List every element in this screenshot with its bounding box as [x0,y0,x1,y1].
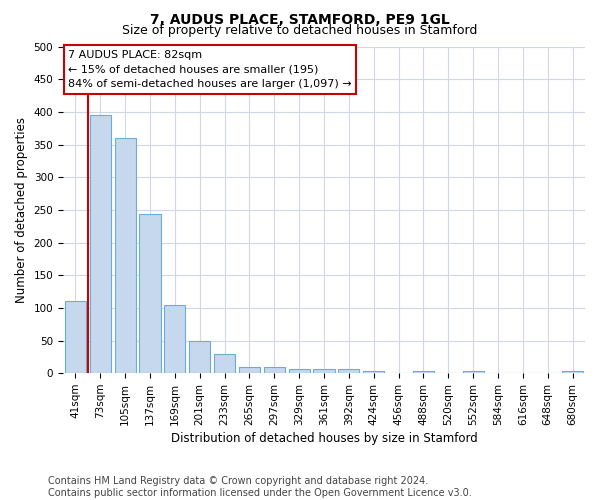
Bar [90,115,111,373]
Bar [289,370,310,373]
Bar [214,354,235,373]
Bar [115,138,136,373]
Bar [189,340,210,373]
Text: Size of property relative to detached houses in Stamford: Size of property relative to detached ho… [122,24,478,37]
Bar [264,366,285,373]
Text: 7, AUDUS PLACE, STAMFORD, PE9 1GL: 7, AUDUS PLACE, STAMFORD, PE9 1GL [150,12,450,26]
Text: Contains HM Land Registry data © Crown copyright and database right 2024.
Contai: Contains HM Land Registry data © Crown c… [48,476,472,498]
Bar [413,370,434,373]
Bar [463,370,484,373]
Bar [164,304,185,373]
Bar [363,371,384,373]
Bar [239,366,260,373]
Bar [338,368,359,373]
Text: 7 AUDUS PLACE: 82sqm
← 15% of detached houses are smaller (195)
84% of semi-deta: 7 AUDUS PLACE: 82sqm ← 15% of detached h… [68,50,352,90]
Bar [65,302,86,373]
Y-axis label: Number of detached properties: Number of detached properties [15,117,28,303]
Bar [313,370,335,373]
X-axis label: Distribution of detached houses by size in Stamford: Distribution of detached houses by size … [170,432,478,445]
Bar [139,214,161,373]
Bar [562,370,583,373]
